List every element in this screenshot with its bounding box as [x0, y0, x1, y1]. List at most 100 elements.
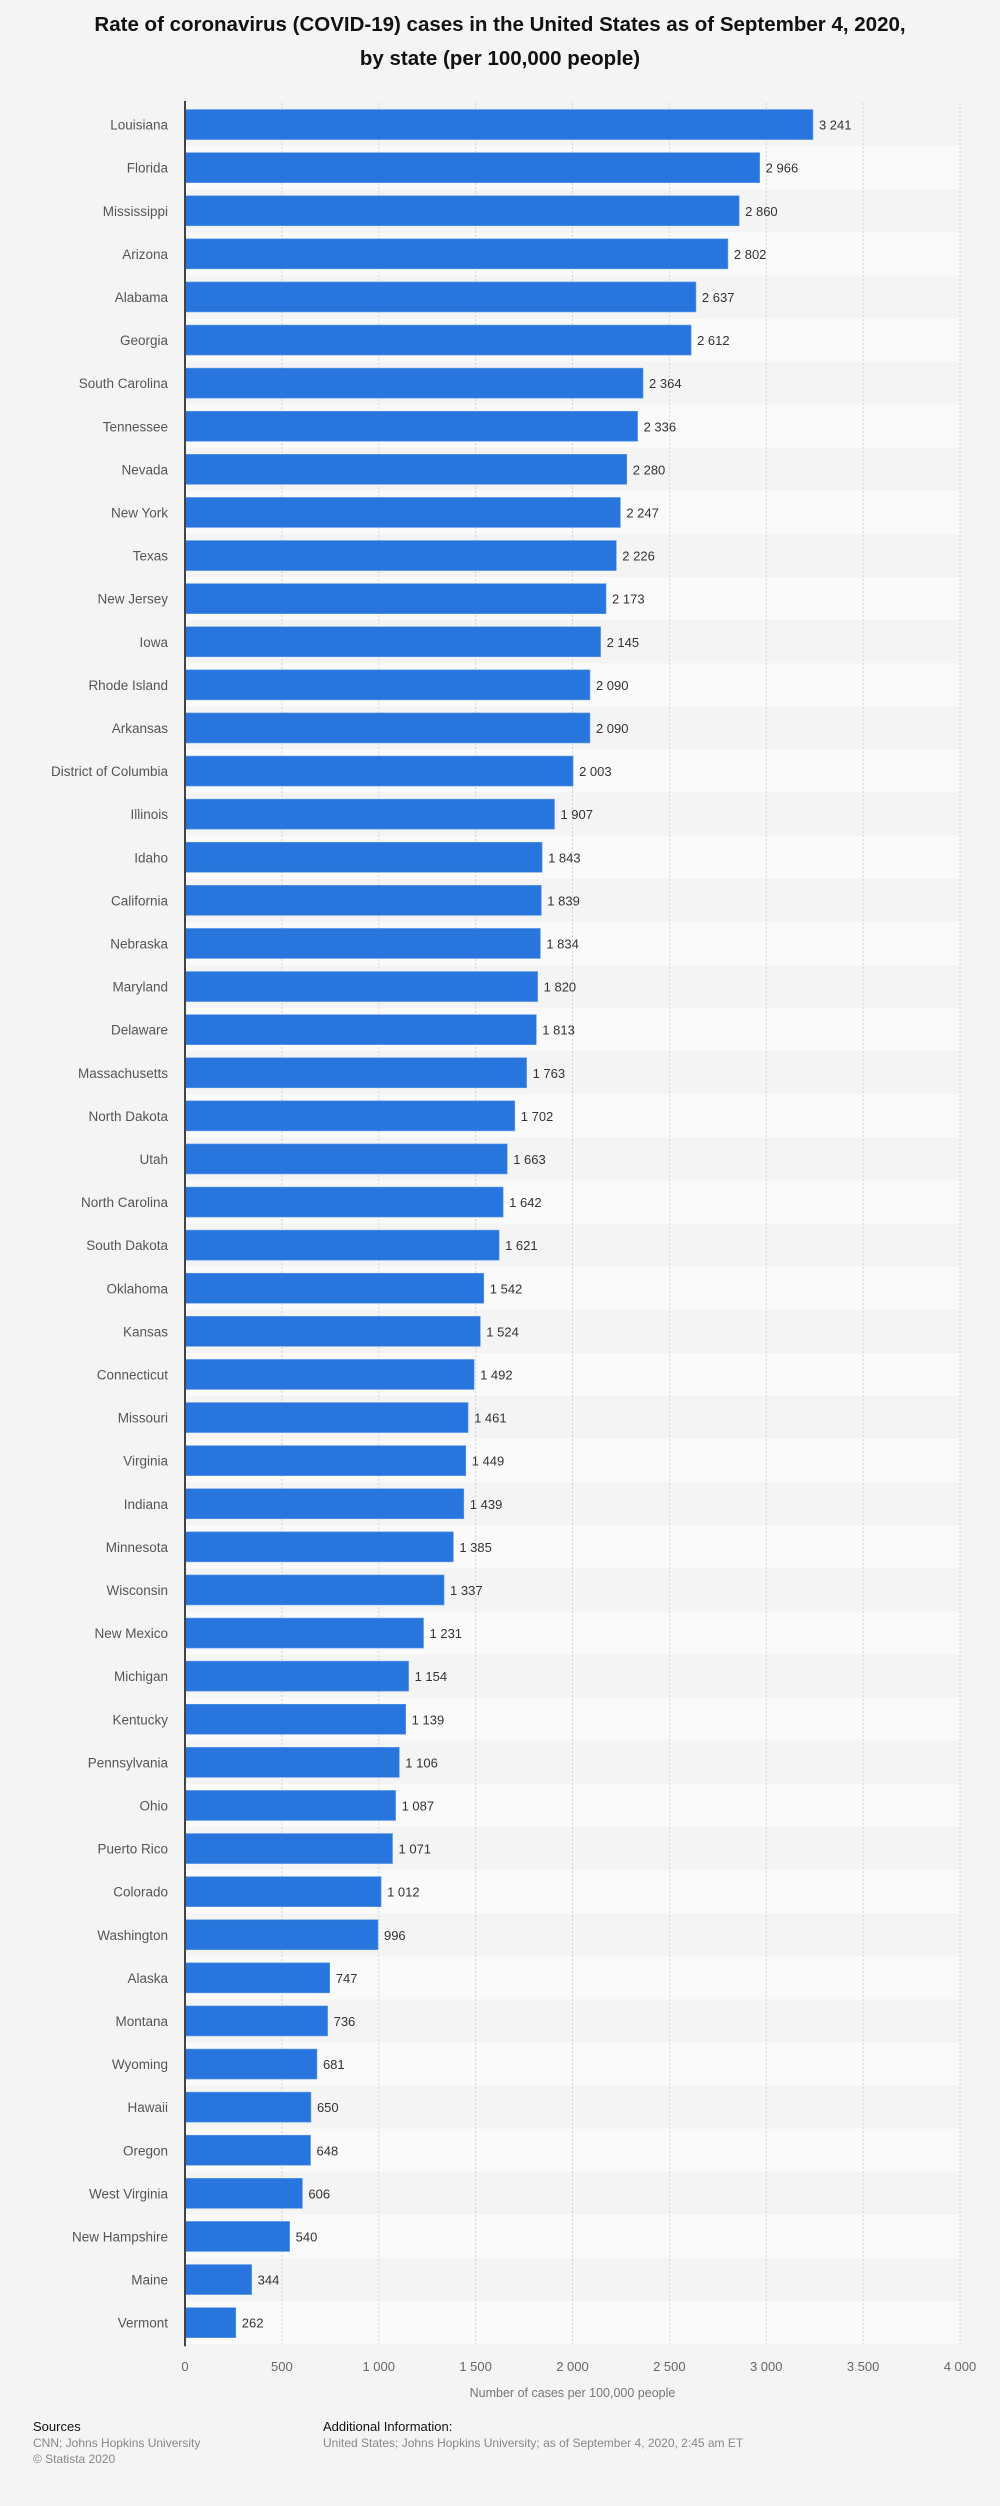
category-label: Delaware — [111, 1023, 168, 1038]
bar — [184, 1014, 537, 1045]
additional-info-heading: Additional Information: — [323, 2419, 453, 2434]
category-label: Maryland — [112, 980, 168, 995]
category-label: Wyoming — [112, 2057, 168, 2072]
value-label: 2 145 — [607, 635, 640, 650]
value-label: 1 907 — [560, 807, 593, 822]
bar — [184, 109, 814, 140]
category-label: California — [111, 893, 169, 908]
bar — [184, 195, 740, 227]
value-label: 1 106 — [405, 1755, 438, 1770]
value-label: 1 702 — [521, 1109, 554, 1124]
category-label: Arizona — [122, 247, 168, 262]
category-label: South Dakota — [86, 1238, 168, 1253]
category-label: West Virginia — [89, 2186, 169, 2201]
category-label: Maine — [131, 2273, 168, 2288]
bar — [184, 2178, 303, 2209]
value-label: 2 247 — [626, 505, 659, 520]
bar — [184, 928, 541, 959]
chart-title-line-1: Rate of coronavirus (COVID-19) cases in … — [94, 13, 906, 36]
value-label: 996 — [384, 1928, 406, 1943]
category-label: Idaho — [134, 850, 168, 865]
category-labels: Louisiana Florida Mississippi Arizona Alabam… — [51, 118, 169, 2331]
category-label: Alaska — [127, 1971, 168, 1986]
sources-heading: Sources — [33, 2419, 81, 2434]
bar — [184, 1833, 393, 1864]
value-label: 736 — [334, 2014, 356, 2029]
x-tick-labels: 0 500 1 000 1 500 2 000 2 500 3 000 3 500 4 000 — [181, 2359, 976, 2374]
category-label: Ohio — [139, 1798, 168, 1813]
bar — [184, 281, 697, 313]
category-label: Oregon — [123, 2143, 168, 2158]
bar — [184, 841, 543, 873]
value-label: 648 — [317, 2143, 339, 2158]
category-label: Kentucky — [112, 1712, 168, 1727]
category-label: Alabama — [115, 290, 169, 305]
bar — [184, 1186, 504, 1218]
copyright: © Statista 2020 — [33, 2452, 116, 2466]
category-label: Connecticut — [97, 1367, 169, 1382]
value-label: 1 154 — [415, 1669, 448, 1684]
value-label: 1 663 — [513, 1152, 546, 1167]
category-label: Nevada — [121, 462, 168, 477]
value-label: 2 966 — [766, 161, 799, 176]
category-label: Indiana — [124, 1497, 169, 1512]
bar — [184, 1703, 406, 1735]
x-tick-label: 1 500 — [459, 2359, 492, 2374]
value-label: 540 — [296, 2229, 318, 2244]
bar — [184, 1574, 445, 1606]
category-label: Montana — [115, 2014, 168, 2029]
value-label: 2 336 — [644, 419, 677, 434]
value-label: 1 139 — [412, 1712, 445, 1727]
bar — [184, 1660, 409, 1692]
category-label: District of Columbia — [51, 764, 169, 779]
category-label: Nebraska — [110, 936, 168, 951]
bar — [184, 1617, 424, 1649]
additional-info-text: United States; Johns Hopkins University;… — [323, 2436, 744, 2450]
bar — [184, 971, 538, 1002]
category-label: Colorado — [113, 1885, 168, 1900]
bar — [184, 1531, 454, 1563]
value-label: 262 — [242, 2316, 264, 2331]
category-label: New Mexico — [94, 1626, 168, 1641]
category-label: Arkansas — [112, 721, 169, 736]
value-label: 1 763 — [533, 1066, 566, 1081]
category-label: Louisiana — [110, 118, 168, 133]
bar — [184, 1445, 467, 1476]
value-label: 1 813 — [542, 1023, 575, 1038]
category-label: Wisconsin — [106, 1583, 168, 1598]
value-label: 2 090 — [596, 721, 629, 736]
value-label: 681 — [323, 2057, 345, 2072]
bar — [184, 1402, 469, 1433]
bar — [184, 1316, 481, 1347]
value-label: 650 — [317, 2100, 339, 2115]
category-label: Hawaii — [127, 2100, 168, 2115]
category-label: Florida — [127, 161, 169, 176]
category-label: North Carolina — [81, 1195, 169, 1210]
bar — [184, 1790, 396, 1821]
category-label: Washington — [97, 1928, 168, 1943]
value-label: 1 843 — [548, 850, 581, 865]
value-label: 1 834 — [546, 936, 579, 951]
bar — [184, 798, 555, 830]
value-label: 2 226 — [622, 549, 655, 564]
bar — [184, 1057, 527, 1089]
category-label: Georgia — [120, 333, 169, 348]
value-label: 2 003 — [579, 764, 612, 779]
category-label: South Carolina — [79, 376, 169, 391]
category-label: Mississippi — [103, 204, 168, 219]
sources-text[interactable]: CNN; Johns Hopkins University — [33, 2436, 201, 2450]
value-label: 2 173 — [612, 592, 645, 607]
bar — [184, 1747, 400, 1778]
value-label: 2 637 — [702, 290, 735, 305]
category-label: Minnesota — [106, 1540, 169, 1555]
value-label: 606 — [308, 2186, 330, 2201]
bars — [184, 109, 814, 2338]
value-label: 2 090 — [596, 678, 629, 693]
value-label: 747 — [336, 1971, 358, 1986]
x-tick-label: 2 000 — [556, 2359, 589, 2374]
bar — [184, 454, 628, 485]
x-tick-label: 3 500 — [847, 2359, 880, 2374]
category-label: Kansas — [123, 1324, 168, 1339]
value-label: 1 461 — [474, 1411, 507, 1426]
category-label: Missouri — [118, 1411, 168, 1426]
